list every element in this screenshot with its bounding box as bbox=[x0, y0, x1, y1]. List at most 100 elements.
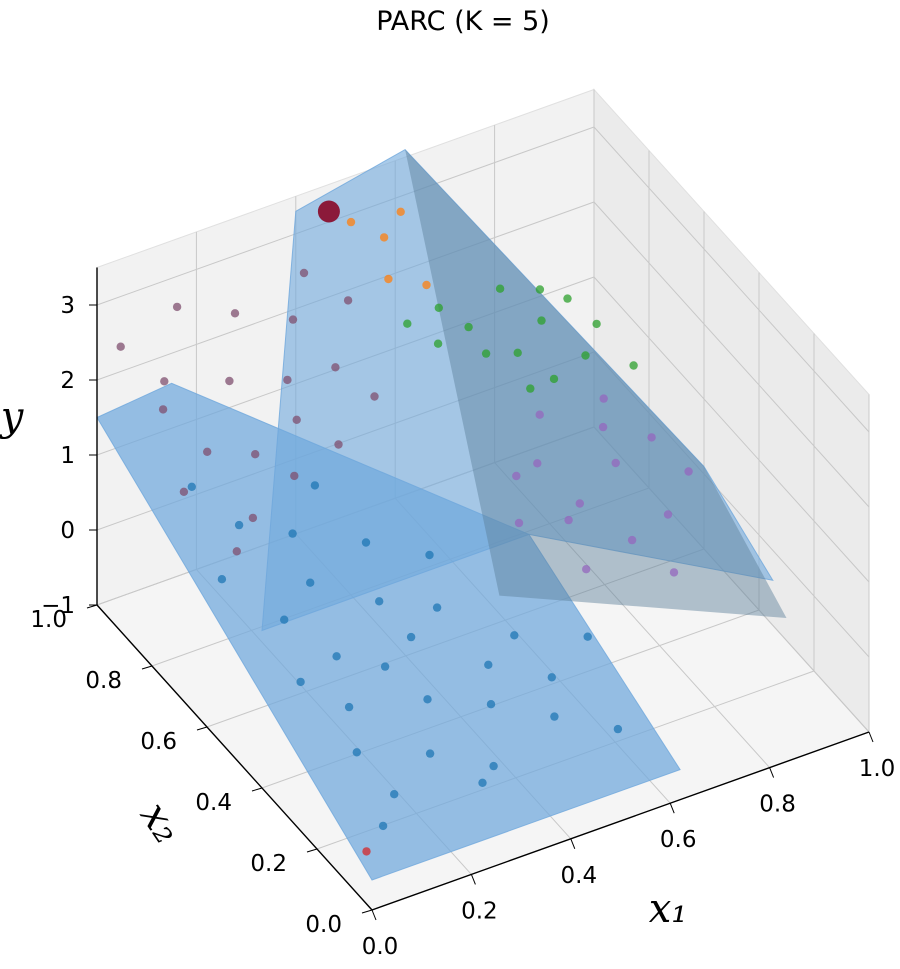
data-point bbox=[352, 748, 361, 757]
data-point bbox=[533, 459, 542, 468]
x2-tick-mark bbox=[361, 909, 373, 914]
data-point bbox=[514, 518, 524, 528]
tick-labels: 0.00.20.40.60.81.00.00.20.40.60.81.0−101… bbox=[30, 293, 895, 960]
data-point bbox=[232, 547, 241, 556]
data-point bbox=[613, 724, 623, 734]
x2-tick-label: 1.0 bbox=[30, 607, 67, 633]
data-point bbox=[599, 394, 608, 403]
data-point bbox=[582, 565, 591, 574]
data-point bbox=[489, 761, 498, 771]
z-axis-label: y bbox=[0, 394, 25, 440]
data-point bbox=[362, 847, 371, 856]
x1-tick-label: 0.0 bbox=[362, 934, 399, 960]
x2-tick-label: 0.6 bbox=[140, 729, 177, 755]
x1-tick-mark bbox=[570, 838, 576, 849]
x2-tick-label: 0.0 bbox=[305, 912, 342, 938]
data-point bbox=[663, 510, 673, 519]
data-point bbox=[332, 652, 341, 661]
data-point bbox=[581, 351, 590, 360]
data-point bbox=[343, 296, 353, 305]
data-point bbox=[510, 631, 519, 640]
data-point bbox=[390, 790, 399, 799]
data-point bbox=[380, 662, 390, 671]
x1-tick-mark bbox=[669, 803, 675, 814]
x1-axis-line bbox=[371, 731, 870, 911]
data-point bbox=[346, 217, 356, 227]
y-tick-label: 3 bbox=[60, 293, 75, 319]
x-axis-label: x₁ bbox=[649, 886, 688, 932]
data-point bbox=[406, 632, 416, 642]
data-point bbox=[230, 309, 240, 318]
data-point bbox=[158, 405, 168, 414]
data-point bbox=[378, 821, 388, 831]
data-point bbox=[513, 348, 522, 357]
data-point bbox=[296, 677, 305, 687]
x2-tick-label: 0.4 bbox=[195, 790, 232, 816]
data-point bbox=[344, 702, 354, 712]
x1-tick-mark bbox=[769, 767, 775, 778]
data-point bbox=[629, 361, 638, 370]
data-point bbox=[535, 410, 544, 419]
data-point bbox=[251, 450, 260, 459]
data-point bbox=[669, 568, 679, 577]
data-point bbox=[234, 520, 244, 530]
data-point bbox=[248, 513, 258, 523]
x1-tick-label: 0.2 bbox=[461, 898, 498, 924]
grid-line bbox=[96, 201, 870, 508]
data-point bbox=[563, 294, 572, 303]
y-tick-label: 2 bbox=[60, 368, 75, 394]
data-point bbox=[684, 467, 693, 476]
data-point bbox=[575, 499, 584, 508]
data-point bbox=[283, 375, 292, 385]
data-point bbox=[310, 481, 320, 490]
data-point bbox=[403, 319, 412, 328]
data-point bbox=[486, 700, 496, 709]
data-point bbox=[290, 471, 299, 481]
data-point bbox=[334, 440, 343, 449]
highlight-point bbox=[317, 200, 340, 223]
data-point bbox=[550, 712, 559, 721]
x1-tick-mark bbox=[868, 731, 874, 743]
x2-tick-mark bbox=[141, 665, 153, 670]
data-point bbox=[288, 529, 297, 538]
scatter-points bbox=[116, 200, 693, 856]
data-point bbox=[583, 632, 592, 641]
data-point bbox=[379, 233, 389, 242]
data-point bbox=[361, 538, 371, 547]
data-point bbox=[425, 749, 435, 758]
data-point bbox=[217, 575, 227, 584]
data-point bbox=[537, 316, 546, 325]
data-point bbox=[423, 695, 432, 704]
data-point bbox=[549, 374, 559, 384]
data-point bbox=[611, 458, 620, 468]
data-point bbox=[535, 285, 545, 294]
data-point bbox=[292, 415, 301, 424]
data-point bbox=[116, 342, 125, 351]
x1-tick-label: 1.0 bbox=[859, 756, 896, 782]
data-point bbox=[375, 597, 384, 606]
data-point bbox=[422, 280, 431, 290]
y-tick-label: 0 bbox=[60, 518, 75, 544]
data-point bbox=[425, 550, 434, 560]
y-tick-label: −1 bbox=[41, 593, 75, 619]
data-point bbox=[225, 376, 234, 386]
regression-surface bbox=[96, 148, 787, 881]
data-point bbox=[481, 349, 491, 358]
data-point bbox=[299, 268, 309, 278]
data-point bbox=[434, 303, 443, 312]
y-axis-label: x₂ bbox=[131, 794, 191, 852]
data-point bbox=[627, 535, 637, 545]
data-point bbox=[464, 322, 473, 332]
data-point bbox=[512, 471, 521, 481]
surface-plane-upper bbox=[261, 148, 774, 632]
x1-tick-label: 0.4 bbox=[561, 863, 598, 889]
x2-tick-label: 0.8 bbox=[85, 668, 122, 694]
data-point bbox=[187, 482, 196, 491]
x2-tick-mark bbox=[306, 848, 318, 853]
data-point bbox=[179, 487, 189, 496]
x1-tick-mark bbox=[371, 909, 377, 921]
x1-tick-mark bbox=[470, 874, 476, 885]
x2-axis-line bbox=[96, 604, 373, 911]
x2-tick-mark bbox=[251, 787, 263, 792]
